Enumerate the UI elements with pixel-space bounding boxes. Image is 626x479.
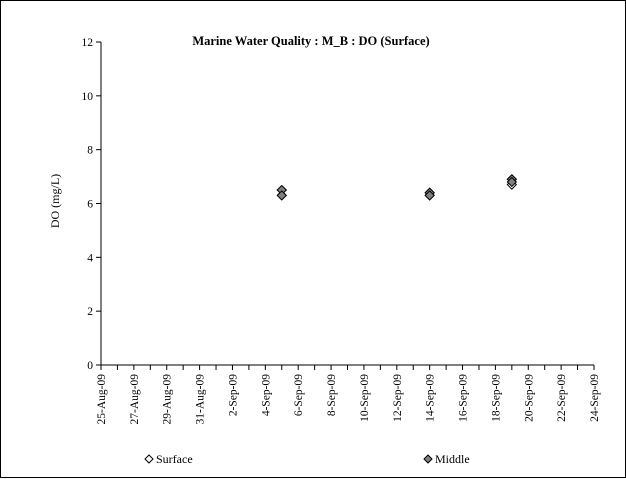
y-tick-label: 0 [87,360,93,372]
x-tick-label: 18-Sep-09 [490,374,502,422]
legend-marker-surface [144,454,154,464]
axes [100,42,594,366]
y-axis-label: DO (mg/L) [48,174,62,228]
x-tick-label: 22-Sep-09 [556,374,568,422]
data-point-middle [276,190,287,201]
chart-title: Marine Water Quality : M_B : DO (Surface… [192,34,429,48]
y-tick-label: 4 [87,252,93,264]
legend-label-middle: Middle [435,452,470,466]
x-tick-label: 8-Sep-09 [326,374,338,416]
x-ticks: 25-Aug-09 27-Aug-09 29-Aug-09 31-Aug-09 2-Se… [96,365,601,424]
y-tick-label: 8 [87,145,93,157]
x-tick-label: 25-Aug-09 [96,374,108,425]
x-tick-label: 4-Sep-09 [260,374,272,416]
y-tick-label: 12 [82,37,94,49]
legend-label-surface: Surface [156,452,193,466]
y-tick-label: 6 [87,199,93,211]
y-ticks: 0 2 4 6 8 10 12 [82,37,101,372]
x-tick-label: 6-Sep-09 [293,374,305,416]
x-tick-label: 2-Sep-09 [227,374,239,416]
data-points [276,174,518,201]
data-point-middle [506,176,518,188]
x-tick-label: 31-Aug-09 [195,374,207,425]
legend-marker-middle [423,454,433,464]
x-tick-label: 29-Aug-09 [162,374,174,425]
x-tick-label: 16-Sep-09 [458,374,470,422]
x-tick-label: 14-Sep-09 [425,374,437,422]
y-tick-label: 2 [87,306,93,318]
y-tick-label: 10 [82,91,94,103]
legend: Surface Middle [144,452,470,466]
data-point-middle [424,190,435,201]
x-tick-label: 12-Sep-09 [392,374,404,422]
x-tick-label: 27-Aug-09 [129,374,141,425]
x-tick-label: 24-Sep-09 [589,374,601,422]
x-tick-label: 20-Sep-09 [523,374,535,422]
x-tick-label: 10-Sep-09 [359,374,371,422]
